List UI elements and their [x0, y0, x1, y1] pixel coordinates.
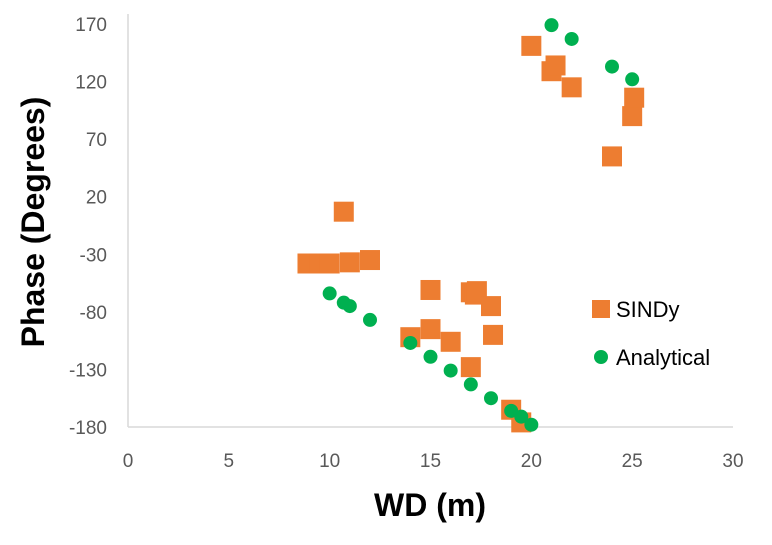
x-tick-label: 10: [319, 451, 340, 472]
sindy-point: [460, 357, 481, 378]
analytical-point: [524, 417, 539, 432]
legend: SINDy Analytical: [592, 297, 710, 370]
analytical-point: [564, 31, 579, 46]
analytical-point: [403, 335, 418, 350]
analytical-point: [443, 363, 458, 378]
legend-label-analytical: Analytical: [616, 345, 710, 370]
y-tick-label: -130: [69, 360, 107, 381]
sindy-point: [420, 279, 441, 300]
x-tick-label: 20: [521, 451, 542, 472]
legend-swatch-analytical: [594, 350, 608, 364]
analytical-point: [544, 18, 559, 33]
sindy-point: [420, 319, 441, 340]
x-tick-label: 5: [224, 451, 235, 472]
analytical-point: [322, 286, 337, 301]
axes: [127, 14, 733, 428]
y-tick-label: 70: [86, 130, 107, 151]
sindy-point: [319, 253, 340, 274]
sindy-point: [440, 331, 461, 352]
x-tick-label: 25: [622, 451, 643, 472]
tick-labels: 0 5 10 15 20 25 30 170 120 70 20 -30 -80 -130 -180: [69, 15, 744, 472]
y-tick-label: -80: [80, 303, 107, 324]
sindy-point: [333, 201, 354, 222]
y-tick-label: 20: [86, 188, 107, 209]
sindy-point: [483, 324, 504, 345]
analytical-point: [423, 349, 438, 364]
x-tick-label: 30: [722, 451, 743, 472]
analytical-point: [514, 409, 529, 424]
sindy-point: [602, 146, 622, 167]
x-tick-label: 15: [420, 451, 441, 472]
analytical-point: [484, 391, 498, 406]
x-axis-title: WD (m): [374, 487, 486, 523]
sindy-point: [561, 77, 582, 98]
y-axis-title: Phase (Degrees): [15, 97, 51, 348]
x-tick-label: 0: [123, 451, 134, 472]
y-tick-label: 170: [75, 15, 107, 36]
analytical-point: [342, 299, 357, 314]
data-points: [297, 18, 645, 433]
sindy-point: [339, 252, 360, 273]
sindy-point: [624, 87, 645, 108]
sindy-point: [545, 55, 566, 76]
analytical-point: [463, 377, 478, 392]
analytical-point: [363, 312, 377, 327]
sindy-point: [481, 296, 501, 317]
y-tick-label: -30: [80, 245, 107, 266]
legend-label-sindy: SINDy: [616, 297, 680, 322]
sindy-point: [622, 106, 643, 127]
analytical-point: [605, 59, 619, 74]
sindy-point: [360, 250, 380, 271]
y-tick-label: -180: [69, 418, 107, 439]
sindy-point: [521, 35, 542, 56]
legend-swatch-sindy: [592, 300, 610, 318]
y-tick-label: 120: [75, 73, 107, 94]
analytical-point: [625, 72, 640, 87]
